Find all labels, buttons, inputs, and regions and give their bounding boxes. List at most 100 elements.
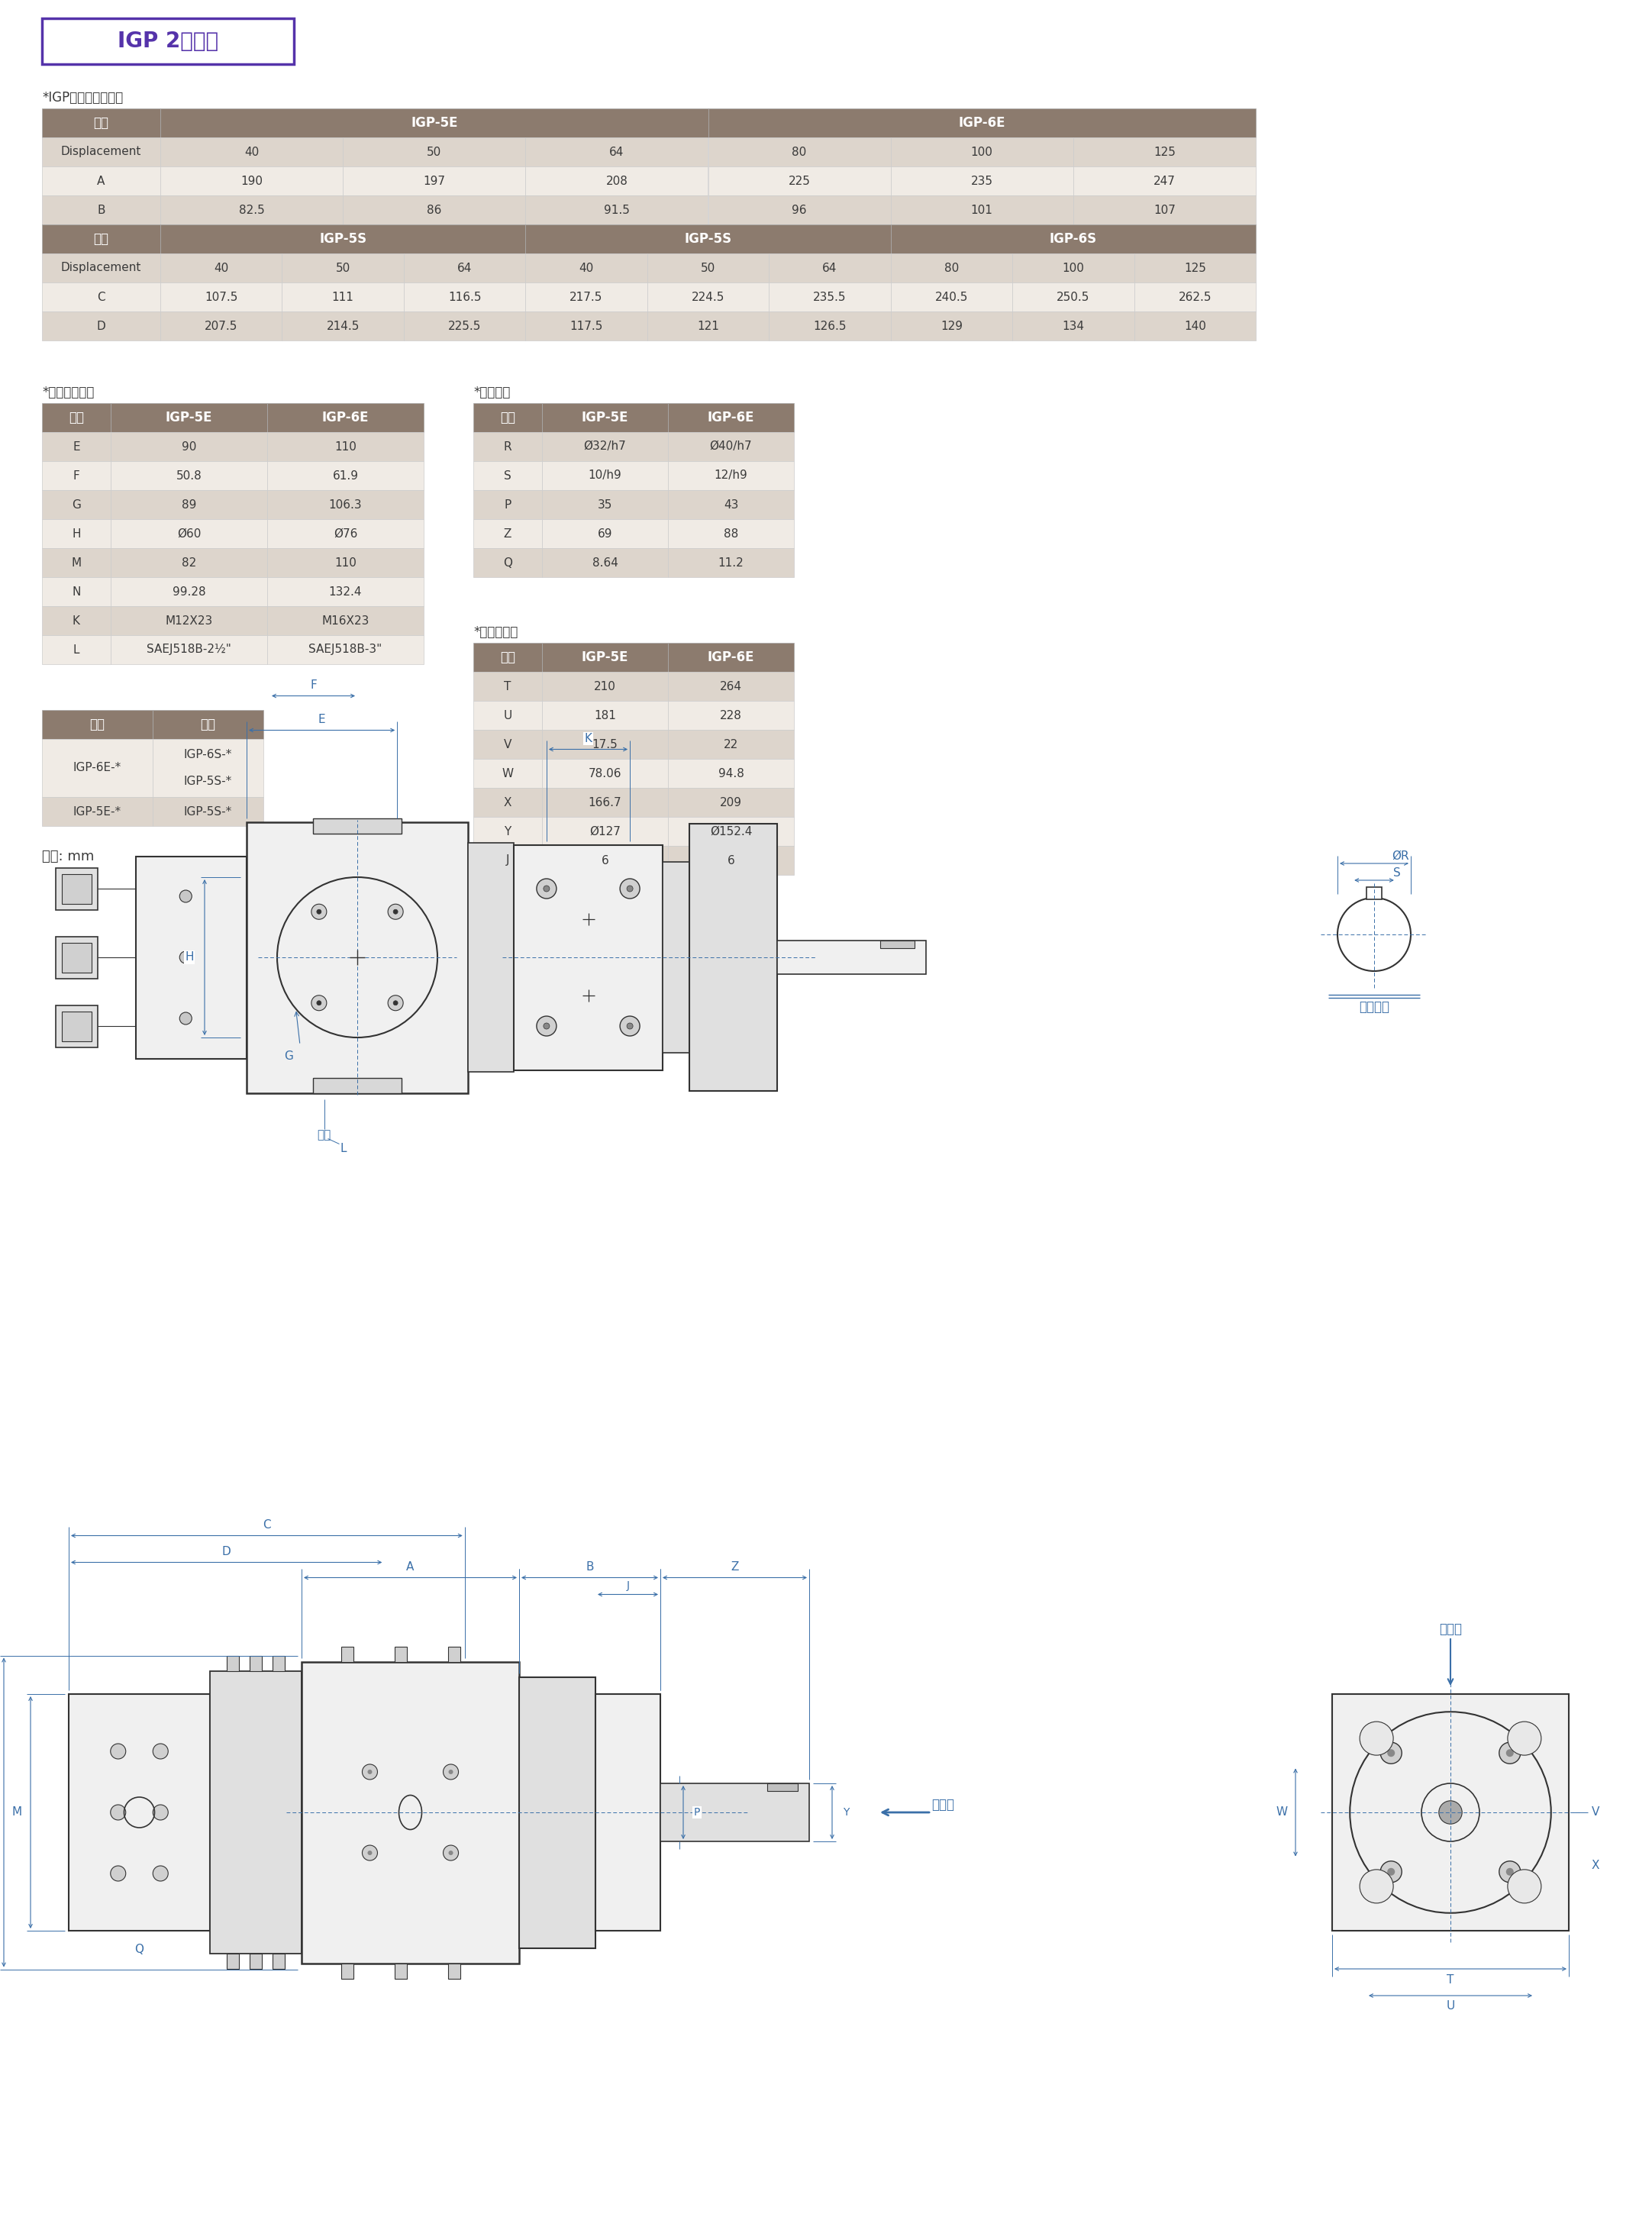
Text: IGP-6E-*: IGP-6E-* bbox=[73, 763, 122, 774]
Text: W: W bbox=[1275, 1807, 1287, 1818]
Text: 247: 247 bbox=[1153, 175, 1176, 186]
Bar bbox=[542, 787, 667, 816]
Bar bbox=[41, 310, 160, 341]
Bar bbox=[41, 224, 160, 253]
Text: 125: 125 bbox=[1184, 262, 1206, 273]
Circle shape bbox=[1360, 1723, 1393, 1756]
Circle shape bbox=[1498, 1860, 1520, 1882]
Bar bbox=[41, 109, 160, 137]
Text: 後泵: 後泵 bbox=[200, 718, 216, 732]
Bar bbox=[667, 490, 795, 519]
Bar bbox=[474, 461, 542, 490]
Bar bbox=[890, 137, 1074, 166]
Bar bbox=[542, 519, 667, 548]
Bar bbox=[282, 253, 403, 282]
Bar bbox=[160, 195, 344, 224]
Bar bbox=[667, 461, 795, 490]
Bar bbox=[667, 672, 795, 701]
Text: U: U bbox=[1446, 2000, 1455, 2013]
Text: 43: 43 bbox=[724, 499, 738, 510]
Text: IGP-5S: IGP-5S bbox=[319, 233, 367, 246]
Text: 11.2: 11.2 bbox=[719, 556, 743, 568]
Bar bbox=[41, 253, 160, 282]
Text: 6: 6 bbox=[601, 856, 608, 867]
Circle shape bbox=[393, 909, 398, 913]
Text: 262.5: 262.5 bbox=[1178, 290, 1211, 304]
Bar bbox=[595, 1694, 661, 1931]
Circle shape bbox=[537, 878, 557, 898]
Text: 50: 50 bbox=[426, 146, 441, 157]
Text: 117.5: 117.5 bbox=[570, 319, 603, 333]
Bar bbox=[111, 490, 268, 519]
Bar bbox=[474, 548, 542, 576]
Text: *IGP雙連二孔制尺寸: *IGP雙連二孔制尺寸 bbox=[41, 91, 124, 104]
Bar bbox=[268, 403, 423, 432]
Text: 214.5: 214.5 bbox=[327, 319, 360, 333]
Bar bbox=[41, 166, 160, 195]
Text: 17.5: 17.5 bbox=[591, 738, 618, 749]
Bar bbox=[152, 709, 263, 738]
Bar bbox=[56, 936, 97, 978]
Bar bbox=[61, 873, 91, 905]
Circle shape bbox=[1507, 1869, 1513, 1876]
Text: 100: 100 bbox=[1062, 262, 1084, 273]
Bar bbox=[111, 605, 268, 636]
Text: M16X23: M16X23 bbox=[322, 614, 370, 627]
Bar bbox=[41, 490, 111, 519]
Text: 140: 140 bbox=[1184, 319, 1206, 333]
Text: IGP-6E: IGP-6E bbox=[958, 115, 1006, 131]
Bar bbox=[160, 224, 525, 253]
Bar bbox=[709, 166, 890, 195]
Text: 107.5: 107.5 bbox=[205, 290, 238, 304]
Text: K: K bbox=[73, 614, 81, 627]
Text: IGP-5E: IGP-5E bbox=[165, 410, 213, 423]
Circle shape bbox=[311, 905, 327, 920]
Text: 40: 40 bbox=[244, 146, 259, 157]
Text: IGP-6E: IGP-6E bbox=[322, 410, 368, 423]
Text: 型式: 型式 bbox=[501, 410, 515, 423]
Text: IGP-5E-*: IGP-5E-* bbox=[73, 805, 122, 818]
Bar bbox=[210, 1672, 302, 1953]
Bar bbox=[648, 310, 768, 341]
Text: Displacement: Displacement bbox=[61, 262, 142, 273]
Text: 6: 6 bbox=[727, 856, 735, 867]
Text: IGP-5S-*: IGP-5S-* bbox=[183, 805, 233, 818]
Bar bbox=[525, 137, 709, 166]
Bar bbox=[667, 432, 795, 461]
Circle shape bbox=[154, 1867, 169, 1880]
Text: 80: 80 bbox=[791, 146, 806, 157]
Text: M: M bbox=[12, 1807, 21, 1818]
Bar bbox=[302, 1661, 519, 1964]
Bar bbox=[61, 1011, 91, 1042]
Bar bbox=[542, 758, 667, 787]
Bar bbox=[41, 137, 160, 166]
Text: 100: 100 bbox=[971, 146, 993, 157]
Bar bbox=[395, 1647, 406, 1661]
Bar bbox=[542, 403, 667, 432]
Bar bbox=[525, 195, 709, 224]
Circle shape bbox=[537, 1015, 557, 1035]
Bar bbox=[111, 636, 268, 665]
Text: Ø60: Ø60 bbox=[177, 528, 202, 539]
Circle shape bbox=[544, 885, 550, 891]
Text: 8.64: 8.64 bbox=[591, 556, 618, 568]
Bar bbox=[1133, 253, 1256, 282]
Bar bbox=[648, 253, 768, 282]
Text: 208: 208 bbox=[606, 175, 628, 186]
Bar bbox=[41, 738, 152, 798]
Bar bbox=[160, 137, 344, 166]
Bar bbox=[312, 818, 401, 834]
Bar bbox=[395, 1964, 406, 1978]
Text: G: G bbox=[71, 499, 81, 510]
Bar bbox=[667, 519, 795, 548]
Text: IGP-5S: IGP-5S bbox=[684, 233, 732, 246]
Text: 前泵: 前泵 bbox=[89, 718, 106, 732]
Bar bbox=[160, 253, 282, 282]
Circle shape bbox=[620, 878, 639, 898]
Text: 82.5: 82.5 bbox=[240, 204, 264, 215]
Bar bbox=[342, 1964, 354, 1978]
Circle shape bbox=[1381, 1860, 1403, 1882]
Bar bbox=[273, 1953, 284, 1969]
Text: 181: 181 bbox=[595, 709, 616, 721]
Text: 190: 190 bbox=[241, 175, 263, 186]
